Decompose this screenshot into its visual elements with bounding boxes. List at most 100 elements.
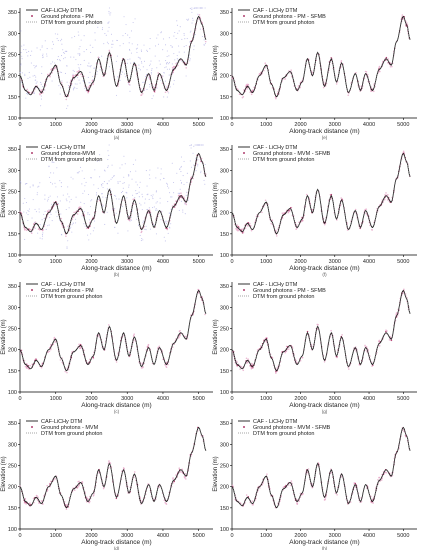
ground-photon <box>284 351 286 354</box>
noise-photon <box>70 84 73 86</box>
x-tick-label: 1000 <box>50 259 62 265</box>
noise-photon <box>51 220 53 222</box>
noise-photon <box>78 34 80 36</box>
noise-photon <box>48 165 50 167</box>
noise-photon <box>21 72 24 74</box>
noise-photon <box>139 57 141 59</box>
noise-photon <box>128 184 130 186</box>
noise-photon <box>41 72 43 74</box>
noise-photon <box>108 180 110 182</box>
y-axis-title: Elevation (m) <box>213 456 219 491</box>
noise-photon <box>131 43 133 45</box>
noise-photon <box>185 194 187 196</box>
noise-photon <box>78 67 80 69</box>
noise-photon <box>71 37 73 39</box>
ground-photon <box>66 371 68 374</box>
dtm-line <box>19 289 207 372</box>
ground-photon <box>285 350 287 353</box>
ground-photon <box>266 473 268 475</box>
noise-photon <box>188 18 190 20</box>
noise-photon <box>117 232 119 234</box>
x-tick-label: 1000 <box>50 533 62 539</box>
noise-photon <box>83 211 85 213</box>
noise-photon <box>200 172 202 174</box>
ground-photon <box>184 202 187 204</box>
noise-photon <box>93 220 96 222</box>
x-tick-label: 5000 <box>193 396 205 402</box>
ground-photon <box>41 503 44 505</box>
noise-photon <box>170 208 172 210</box>
ground-photon <box>302 493 304 495</box>
ground-photon <box>35 358 37 360</box>
noise-photon <box>58 85 60 87</box>
noise-photon <box>193 145 195 147</box>
x-axis-title: Along-track distance (m) <box>81 539 151 546</box>
ground-photon <box>41 229 44 232</box>
noise-photon <box>70 226 72 228</box>
ground-photon <box>391 65 393 68</box>
noise-photon <box>107 159 109 161</box>
ground-photon <box>76 213 79 215</box>
noise-photon <box>119 79 121 82</box>
ground-photon <box>92 495 95 497</box>
y-tick-label: 150 <box>8 95 17 101</box>
ground-photon <box>142 366 144 368</box>
noise-photon <box>28 210 30 212</box>
noise-photon <box>29 76 31 78</box>
dtm-from-photon-line <box>231 153 411 234</box>
noise-photon <box>35 82 37 84</box>
noise-photon <box>102 186 104 189</box>
noise-photon <box>194 7 196 9</box>
x-tick-label: 4000 <box>157 122 169 128</box>
ground-photon <box>265 340 268 343</box>
ground-photon <box>108 461 110 463</box>
noise-photon <box>59 71 61 73</box>
dtm-from-photon-line <box>231 427 411 508</box>
legend-swatch-photons <box>31 15 33 17</box>
noise-photon <box>172 181 175 184</box>
ground-photon <box>290 69 292 71</box>
ground-photon <box>54 478 57 480</box>
noise-photon <box>130 219 133 221</box>
noise-photon <box>81 215 83 217</box>
noise-photon <box>59 200 61 202</box>
ground-photons <box>231 14 411 100</box>
noise-photon <box>28 71 30 73</box>
noise-photon <box>146 208 148 210</box>
noise-photon <box>89 81 91 84</box>
noise-photon <box>84 87 86 90</box>
noise-photon <box>93 67 95 69</box>
ground-photon <box>295 228 297 231</box>
ground-photon <box>40 89 42 92</box>
noise-photon <box>76 83 78 85</box>
noise-photon <box>108 10 110 13</box>
ground-photon <box>370 90 372 93</box>
ground-photon <box>281 212 284 215</box>
dtm-line <box>231 15 411 98</box>
ground-photon <box>175 62 177 65</box>
noise-photon <box>142 222 144 224</box>
noise-photon <box>197 159 199 161</box>
ground-photon <box>178 199 181 201</box>
chart-panel-b: 0 1000 2000 3000 4000 5000 100 150 200 250 300 350 A… <box>1 144 213 277</box>
legend-label: Ground photons-MVM <box>41 151 96 157</box>
ground-photon <box>24 365 27 368</box>
noise-photon <box>83 223 85 225</box>
noise-photon <box>44 210 46 212</box>
ground-photon <box>250 93 253 96</box>
y-tick-label: 150 <box>220 506 229 512</box>
noise-photon <box>156 209 158 211</box>
ground-photon <box>165 365 167 367</box>
noise-photon <box>34 227 36 229</box>
noise-photon <box>59 60 61 62</box>
noise-photon <box>197 163 199 165</box>
noise-photon <box>90 177 92 179</box>
noise-photon <box>193 45 195 47</box>
noise-photon <box>142 81 144 84</box>
noise-photon <box>168 226 170 228</box>
dtm-from-photon-line <box>231 290 411 371</box>
ground-photon <box>388 339 391 341</box>
